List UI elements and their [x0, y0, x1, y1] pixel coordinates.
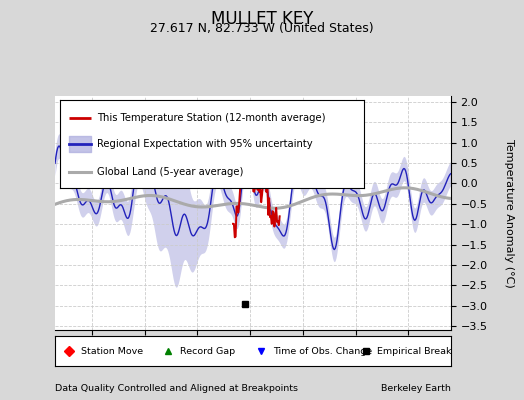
Text: Record Gap: Record Gap [180, 346, 235, 356]
Text: Berkeley Earth: Berkeley Earth [381, 384, 451, 393]
Text: Empirical Break: Empirical Break [377, 346, 452, 356]
Text: Data Quality Controlled and Aligned at Breakpoints: Data Quality Controlled and Aligned at B… [55, 384, 298, 393]
Text: Regional Expectation with 95% uncertainty: Regional Expectation with 95% uncertaint… [97, 139, 312, 149]
Y-axis label: Temperature Anomaly (°C): Temperature Anomaly (°C) [504, 139, 514, 287]
Text: This Temperature Station (12-month average): This Temperature Station (12-month avera… [97, 113, 325, 122]
Text: 27.617 N, 82.733 W (United States): 27.617 N, 82.733 W (United States) [150, 22, 374, 35]
Text: Station Move: Station Move [81, 346, 143, 356]
Text: MULLET KEY: MULLET KEY [211, 10, 313, 28]
Text: Global Land (5-year average): Global Land (5-year average) [97, 167, 243, 177]
Text: Time of Obs. Change: Time of Obs. Change [272, 346, 372, 356]
